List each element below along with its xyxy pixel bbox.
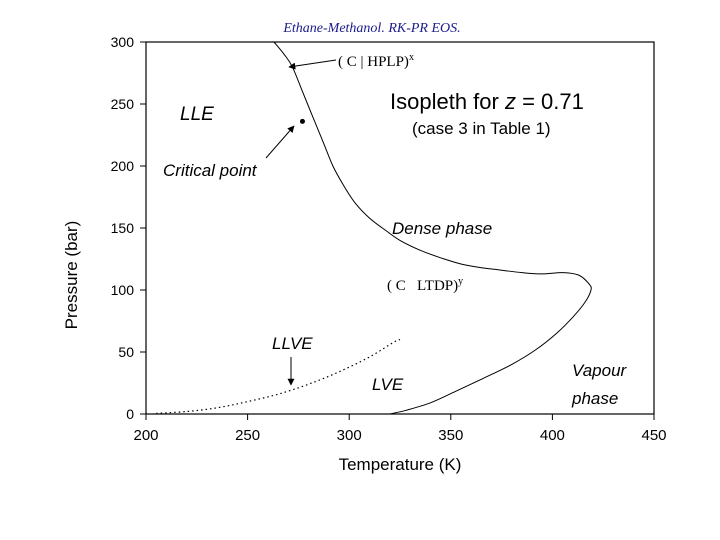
- label-hplp-main: ( C | HPLP): [338, 54, 409, 70]
- series-line-1: [273, 41, 592, 415]
- y-tick-label: 250: [111, 96, 135, 112]
- ltdp-label-bg: [384, 274, 494, 294]
- y-tick-label: 300: [111, 34, 135, 50]
- y-tick-label: 150: [111, 220, 135, 236]
- x-tick-label: 200: [133, 427, 158, 444]
- heading-prefix: Isopleth for: [390, 89, 499, 114]
- label-hplp-sup: x: [409, 52, 414, 63]
- label-lve: LVE: [372, 375, 404, 394]
- y-tick-label: 0: [126, 406, 134, 422]
- x-tick-label: 400: [540, 427, 565, 444]
- arrow-critical-point: [265, 125, 295, 159]
- series-line-2: [156, 339, 401, 414]
- label-vapour: Vapour: [572, 361, 628, 380]
- hplp-label-bg: [334, 50, 442, 70]
- y-tick-label: 200: [111, 158, 135, 174]
- label-lle: LLE: [180, 104, 214, 125]
- x-axis: 200 250 300 350 400 450: [133, 414, 667, 444]
- label-ltdp-main: ( C LTDP): [387, 278, 458, 294]
- points-layer: [299, 118, 305, 124]
- heading-line2: (case 3 in Table 1): [412, 119, 551, 138]
- x-tick-label: 350: [438, 427, 463, 444]
- heading-line1: Isopleth for z = 0.71: [390, 89, 584, 114]
- label-critical-point: Critical point: [163, 161, 258, 180]
- y-axis: 0 50 100 150 200 250 300: [111, 34, 146, 422]
- label-hplp: ( C | HPLP)x: [338, 52, 414, 70]
- heading-value: = 0.71: [522, 89, 584, 114]
- y-tick-label: 50: [118, 344, 134, 360]
- x-axis-title: Temperature (K): [339, 455, 462, 474]
- label-dense-phase: Dense phase: [392, 219, 492, 238]
- x-tick-label: 300: [337, 427, 362, 444]
- arrow-hplp: [288, 59, 337, 70]
- y-tick-label: 100: [111, 282, 135, 298]
- label-ltdp: ( C LTDP)y: [387, 276, 463, 294]
- critical-point-marker: [299, 118, 305, 124]
- label-phase: phase: [571, 389, 618, 408]
- y-axis-title: Pressure (bar): [62, 221, 81, 330]
- chart-title: Ethane-Methanol. RK-PR EOS.: [282, 21, 460, 36]
- label-ltdp-sup: y: [458, 276, 463, 287]
- label-llve: LLVE: [272, 334, 313, 353]
- series-layer: [156, 41, 592, 415]
- heading-var: z: [504, 89, 516, 114]
- x-tick-label: 250: [235, 427, 260, 444]
- x-tick-label: 450: [641, 427, 666, 444]
